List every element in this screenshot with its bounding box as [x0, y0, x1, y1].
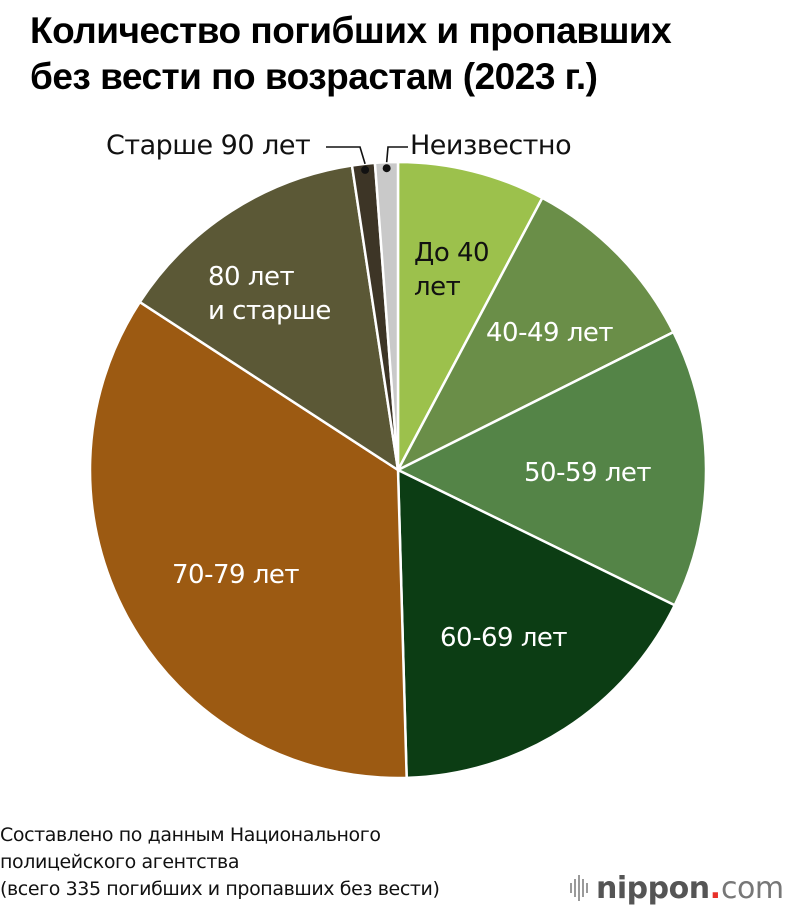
pie-slice	[373, 160, 400, 472]
label-70-79: 70-79 лет	[172, 560, 300, 590]
label-under-40-line2: лет	[414, 272, 461, 302]
source-line3: (всего 335 погибших и пропавших без вест…	[0, 878, 440, 900]
leader-dot	[382, 164, 391, 173]
logo-tld: com	[720, 870, 784, 906]
pie-slice	[396, 160, 544, 472]
leader-line	[326, 146, 366, 165]
source-note: Составлено по данным Национального полиц…	[0, 822, 440, 903]
pie-slice	[396, 468, 676, 780]
chart-title: Количество погибших и пропавших без вест…	[30, 8, 672, 100]
label-over-90: Старше 90 лет	[106, 130, 311, 161]
logo-name: nippon	[596, 870, 710, 906]
sound-wave-icon	[570, 875, 588, 901]
label-50-59: 50-59 лет	[524, 458, 652, 488]
pie-slice	[138, 164, 400, 472]
chart-title-line2: без вести по возрастам (2023 г.)	[30, 56, 598, 97]
label-under-40: До 40 лет	[414, 236, 490, 304]
label-80-plus-line1: 80 лет	[208, 262, 295, 292]
source-line1: Составлено по данным Национального	[0, 824, 381, 846]
label-40-49: 40-49 лет	[486, 318, 614, 348]
label-under-40-line1: До 40	[414, 238, 490, 268]
pie-slice	[88, 300, 408, 780]
pie-slice	[396, 196, 675, 472]
leader-dot	[361, 165, 370, 174]
label-80-plus-line2: и старше	[208, 296, 331, 326]
label-80-plus: 80 лет и старше	[208, 260, 331, 328]
pie-slice	[396, 330, 708, 607]
leader-line	[385, 146, 408, 163]
chart-title-line1: Количество погибших и пропавших	[30, 10, 672, 51]
nippon-logo: nippon. com	[570, 868, 784, 908]
logo-dot: .	[709, 870, 721, 906]
source-line2: полицейского агентства	[0, 851, 240, 873]
label-unknown: Неизвестно	[410, 130, 572, 161]
label-60-69: 60-69 лет	[440, 623, 568, 653]
